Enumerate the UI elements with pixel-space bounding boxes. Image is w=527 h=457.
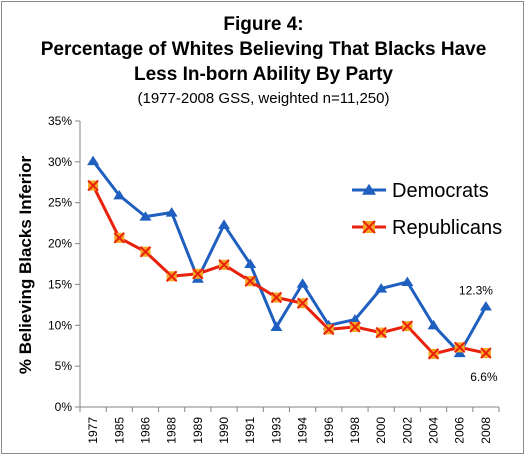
y-tick-label: 35% (48, 114, 72, 128)
data-point-democrats (375, 283, 388, 293)
chart-subtitle: (1977-2008 GSS, weighted n=11,250) (137, 90, 390, 107)
x-tick-label: 1996 (322, 417, 336, 444)
data-point-republicans-cross (218, 259, 230, 271)
x-tick-label: 1988 (165, 417, 179, 444)
data-label: 12.3% (459, 283, 493, 297)
chart-title-line-1: Figure 4: (223, 14, 304, 35)
data-point-republicans-cross (296, 297, 309, 309)
y-tick-label: 5% (55, 359, 73, 373)
data-point-democrats (87, 155, 100, 166)
y-tick-label: 30% (48, 155, 72, 169)
legend-label-democrats: Democrats (392, 180, 489, 202)
x-tick-label: 2006 (453, 417, 467, 444)
data-point-republicans-cross (192, 268, 204, 280)
x-tick-label: 1991 (243, 417, 257, 444)
x-tick-label: 1990 (217, 417, 231, 444)
x-tick-label: 1994 (296, 417, 310, 444)
x-tick-label: 1998 (348, 417, 362, 444)
data-point-republicans-cross (454, 341, 466, 354)
data-point-democrats (296, 278, 309, 288)
chart-title-line-2: Percentage of Whites Believing That Blac… (40, 39, 487, 60)
chart-title-line-3: Less In-born Ability By Party (133, 64, 393, 85)
legend-x-square-icon-cross (362, 220, 376, 234)
data-point-republicans-cross (375, 326, 387, 339)
x-tick-label: 1989 (191, 417, 205, 444)
x-tick-label: 1985 (112, 417, 126, 444)
data-point-republicans-cross (427, 348, 440, 360)
y-axis-label: % Believing Blacks Inferior (16, 155, 35, 374)
x-tick-label: 2000 (374, 417, 388, 444)
data-point-republicans-cross (480, 347, 492, 359)
data-point-democrats (244, 258, 257, 269)
x-tick-label: 1977 (86, 417, 100, 444)
data-point-democrats (270, 321, 283, 331)
data-point-republicans-cross (244, 275, 256, 287)
data-point-democrats (218, 219, 231, 229)
data-point-democrats (348, 314, 361, 324)
data-point-democrats (427, 319, 440, 330)
x-tick-label: 2004 (427, 417, 441, 444)
y-tick-label: 0% (55, 400, 73, 414)
data-point-republicans-cross (401, 320, 414, 332)
data-point-democrats (113, 189, 126, 200)
data-point-democrats (479, 301, 492, 311)
y-tick-label: 10% (48, 318, 72, 332)
data-point-democrats (453, 347, 466, 358)
series-line-democrats (91, 160, 488, 355)
data-point-republicans-cross (113, 232, 125, 244)
x-tick-label: 1986 (138, 417, 152, 444)
legend-triangle-icon (362, 183, 376, 195)
x-tick-label: 2002 (400, 417, 414, 444)
data-point-republicans-cross (87, 179, 99, 192)
x-tick-label: 1993 (269, 417, 283, 444)
data-label: 6.6% (470, 370, 498, 384)
legend-label-republicans: Republicans (392, 217, 502, 239)
y-tick-label: 20% (48, 237, 72, 251)
data-point-democrats (139, 211, 152, 221)
x-tick-label: 2008 (479, 417, 493, 444)
data-point-democrats (165, 207, 178, 217)
data-point-republicans-cross (165, 270, 178, 282)
series-line-republicans (91, 184, 487, 356)
data-point-republicans-cross (139, 246, 152, 258)
data-point-democrats (401, 276, 414, 287)
data-point-republicans-cross (349, 321, 361, 333)
y-tick-label: 15% (48, 277, 72, 291)
data-point-republicans-cross (270, 291, 283, 304)
data-point-republicans-cross (323, 323, 335, 336)
y-tick-label: 25% (48, 196, 72, 210)
